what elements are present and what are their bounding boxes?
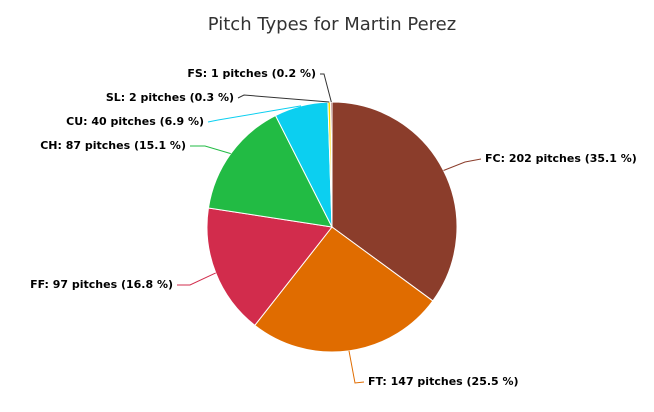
slice-label-ft: FT: 147 pitches (25.5 %)	[368, 375, 519, 388]
connector-fs	[320, 73, 332, 103]
pie-slice-ff[interactable]	[206, 207, 333, 327]
slice-label-sl: SL: 2 pitches (0.3 %)	[106, 91, 234, 104]
connector-sl	[237, 94, 330, 103]
slice-label-ff: FF: 97 pitches (16.8 %)	[30, 278, 173, 291]
connector-fc	[443, 158, 482, 171]
pie-slices	[206, 101, 458, 353]
connector-cu	[207, 105, 302, 123]
pie-slice-ch[interactable]	[207, 114, 333, 228]
label-connectors	[177, 73, 482, 384]
connector-ff	[177, 272, 216, 286]
slice-label-cu: CU: 40 pitches (6.9 %)	[66, 115, 204, 128]
slice-label-fc: FC: 202 pitches (35.1 %)	[485, 152, 637, 165]
connector-ch	[190, 145, 231, 155]
connector-ft	[348, 350, 365, 384]
slice-label-ch: CH: 87 pitches (15.1 %)	[40, 139, 186, 152]
slice-labels: FC: 202 pitches (35.1 %) FT: 147 pitches …	[30, 67, 637, 388]
slice-label-fs: FS: 1 pitches (0.2 %)	[187, 67, 316, 80]
chart-title: Pitch Types for Martin Perez	[208, 14, 456, 35]
